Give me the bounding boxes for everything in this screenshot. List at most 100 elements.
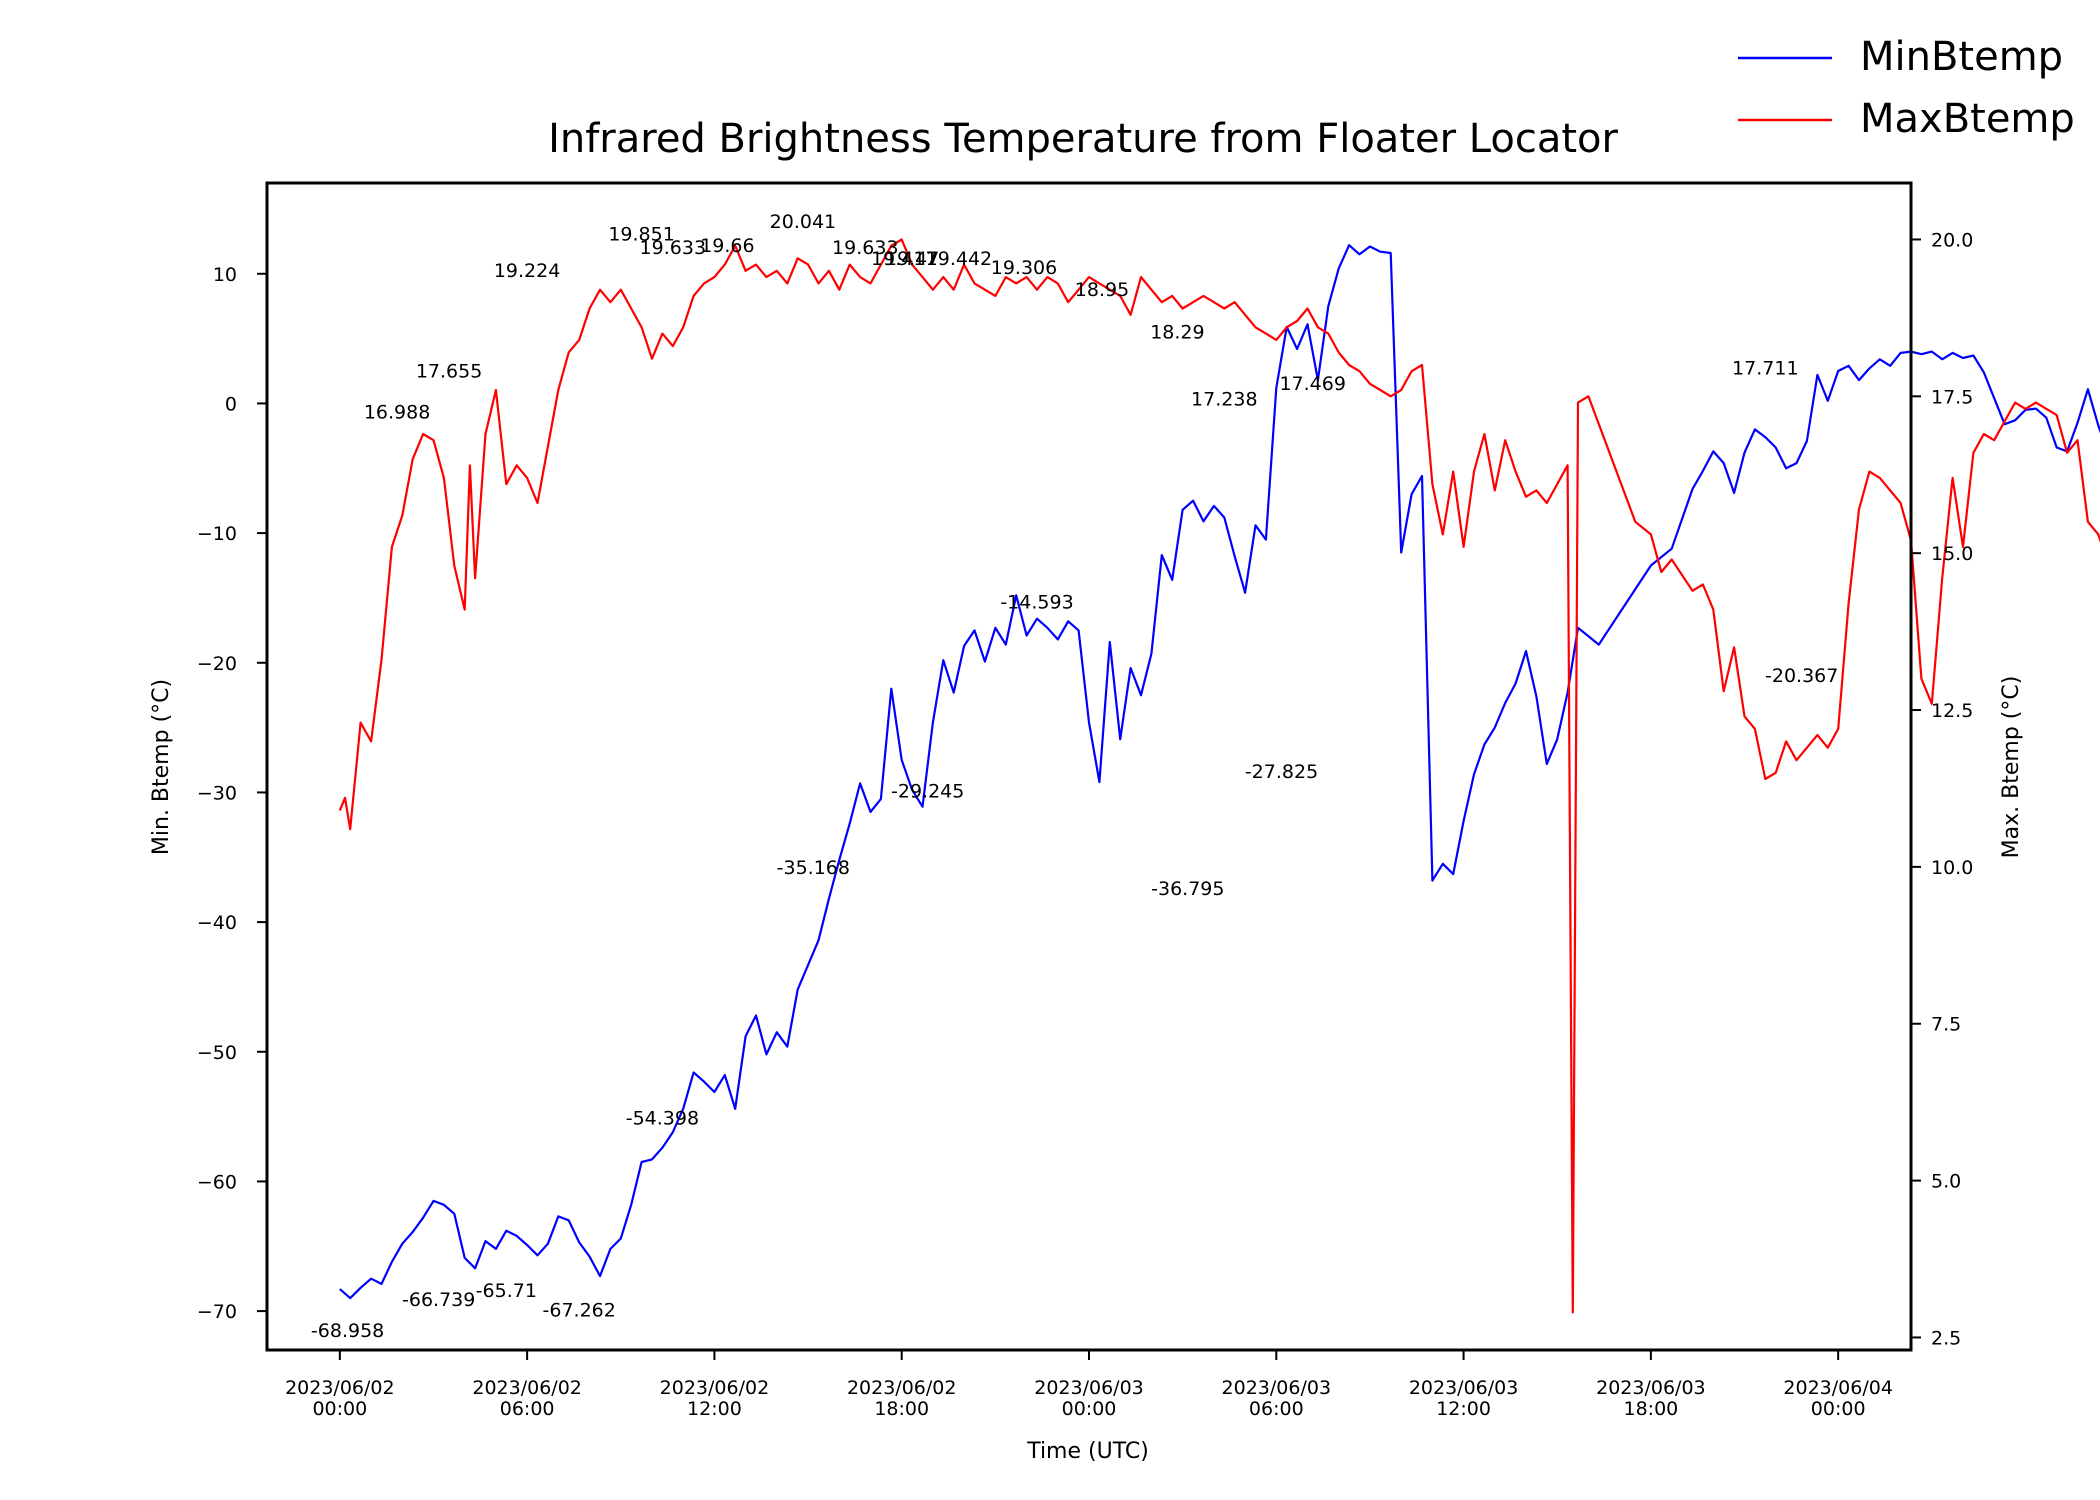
data-point-minbtemp bbox=[859, 782, 861, 784]
x-tick-label-time: 12:00 bbox=[1436, 1398, 1491, 1420]
data-point-maxbtemp bbox=[495, 389, 497, 391]
x-tick-label-date: 2023/06/02 bbox=[660, 1377, 770, 1399]
data-point-maxbtemp bbox=[1691, 590, 1693, 592]
data-point-maxbtemp bbox=[1733, 646, 1735, 648]
data-point-minbtemp bbox=[516, 1235, 518, 1237]
data-point-maxbtemp bbox=[557, 389, 559, 391]
data-point-minbtemp bbox=[1358, 253, 1360, 255]
data-point-minbtemp bbox=[422, 1217, 424, 1219]
data-point-minbtemp bbox=[1712, 450, 1714, 452]
data-point-maxbtemp bbox=[578, 339, 580, 341]
data-point-minbtemp bbox=[1494, 727, 1496, 729]
y-tick-label-left: −30 bbox=[197, 782, 237, 804]
data-point-maxbtemp bbox=[1827, 747, 1829, 749]
data-annotations: -68.958 -66.739 -65.71 -67.262 -54.398 -35.16… bbox=[311, 211, 1838, 1342]
data-point-maxbtemp bbox=[1348, 364, 1350, 366]
data-point-maxbtemp bbox=[849, 264, 851, 266]
annotation-maxbtemp: 17.655 bbox=[416, 361, 482, 383]
data-point-maxbtemp bbox=[1837, 728, 1839, 730]
data-point-maxbtemp bbox=[1972, 452, 1974, 454]
data-point-maxbtemp bbox=[1390, 395, 1392, 397]
data-point-minbtemp bbox=[412, 1231, 414, 1233]
annotation-minbtemp: -54.398 bbox=[626, 1107, 699, 1129]
data-point-minbtemp bbox=[1785, 467, 1787, 469]
y-tick-label-left: −50 bbox=[197, 1042, 237, 1064]
data-point-maxbtemp bbox=[1254, 326, 1256, 328]
data-point-maxbtemp bbox=[1379, 389, 1381, 391]
data-point-maxbtemp bbox=[1202, 295, 1204, 297]
data-point-minbtemp bbox=[401, 1243, 403, 1245]
y-tick-label-right: 7.5 bbox=[1931, 1014, 1961, 1036]
data-point-minbtemp bbox=[609, 1248, 611, 1250]
data-point-maxbtemp bbox=[1431, 483, 1433, 485]
data-point-maxbtemp bbox=[568, 351, 570, 353]
y-tick-label-left: −60 bbox=[197, 1171, 237, 1193]
data-point-maxbtemp bbox=[1879, 477, 1881, 479]
data-point-maxbtemp bbox=[1171, 295, 1173, 297]
data-point-minbtemp bbox=[932, 721, 934, 723]
data-point-minbtemp bbox=[578, 1241, 580, 1243]
legend-label-minbtemp: MinBtemp bbox=[1860, 34, 2063, 80]
data-point-minbtemp bbox=[1442, 863, 1444, 865]
data-point-minbtemp bbox=[2045, 417, 2047, 419]
data-point-maxbtemp bbox=[703, 282, 705, 284]
data-point-maxbtemp bbox=[786, 282, 788, 284]
data-point-maxbtemp bbox=[2014, 402, 2016, 404]
data-point-maxbtemp bbox=[1494, 489, 1496, 491]
data-point-minbtemp bbox=[1369, 245, 1371, 247]
data-point-maxbtemp bbox=[2024, 408, 2026, 410]
annotation-minbtemp: -27.825 bbox=[1245, 761, 1318, 783]
data-point-maxbtemp bbox=[1192, 301, 1194, 303]
data-point-maxbtemp bbox=[2087, 521, 2089, 523]
data-point-maxbtemp bbox=[713, 276, 715, 278]
data-point-maxbtemp bbox=[1306, 307, 1308, 309]
data-point-maxbtemp bbox=[1889, 489, 1891, 491]
data-point-maxbtemp bbox=[942, 276, 944, 278]
data-point-maxbtemp bbox=[1483, 433, 1485, 435]
data-point-maxbtemp bbox=[1088, 276, 1090, 278]
data-point-minbtemp bbox=[776, 1031, 778, 1033]
data-point-minbtemp bbox=[1223, 516, 1225, 518]
data-point-maxbtemp bbox=[609, 301, 611, 303]
data-point-maxbtemp bbox=[973, 282, 975, 284]
data-point-minbtemp bbox=[745, 1035, 747, 1037]
annotation-maxbtemp: 19.224 bbox=[494, 260, 560, 282]
data-point-minbtemp bbox=[495, 1248, 497, 1250]
x-tick-label-time: 12:00 bbox=[687, 1398, 742, 1420]
data-point-maxbtemp bbox=[641, 326, 643, 328]
data-point-maxbtemp bbox=[838, 289, 840, 291]
data-point-minbtemp bbox=[443, 1204, 445, 1206]
legend: MinBtemp MaxBtemp bbox=[1738, 34, 2075, 142]
data-point-maxbtemp bbox=[1764, 778, 1766, 780]
data-point-minbtemp bbox=[2056, 446, 2058, 448]
data-point-minbtemp bbox=[921, 806, 923, 808]
data-point-maxbtemp bbox=[1952, 477, 1954, 479]
series-line-minbtemp bbox=[339, 244, 2100, 1300]
data-point-minbtemp bbox=[1702, 470, 1704, 472]
data-point-minbtemp bbox=[589, 1256, 591, 1258]
data-point-maxbtemp bbox=[1535, 489, 1537, 491]
data-point-maxbtemp bbox=[1452, 471, 1454, 473]
data-point-maxbtemp bbox=[474, 577, 476, 579]
data-point-minbtemp bbox=[713, 1091, 715, 1093]
data-point-minbtemp bbox=[641, 1161, 643, 1163]
data-point-maxbtemp bbox=[2076, 439, 2078, 441]
data-point-maxbtemp bbox=[1567, 464, 1569, 466]
annotation-maxbtemp: 19.66 bbox=[700, 235, 754, 257]
data-point-minbtemp bbox=[1026, 634, 1028, 636]
data-point-minbtemp bbox=[963, 645, 965, 647]
data-point-minbtemp bbox=[1306, 323, 1308, 325]
data-point-minbtemp bbox=[526, 1244, 528, 1246]
data-point-minbtemp bbox=[1171, 579, 1173, 581]
data-point-maxbtemp bbox=[1473, 471, 1475, 473]
data-point-minbtemp bbox=[1192, 500, 1194, 502]
annotation-maxbtemp: 17.469 bbox=[1279, 373, 1345, 395]
data-point-minbtemp bbox=[1972, 354, 1974, 356]
data-point-minbtemp bbox=[1733, 492, 1735, 494]
data-point-maxbtemp bbox=[2097, 533, 2099, 535]
data-point-maxbtemp bbox=[1775, 772, 1777, 774]
data-point-minbtemp bbox=[1005, 644, 1007, 646]
data-point-maxbtemp bbox=[349, 828, 351, 830]
data-point-maxbtemp bbox=[1182, 307, 1184, 309]
data-point-maxbtemp bbox=[1411, 370, 1413, 372]
